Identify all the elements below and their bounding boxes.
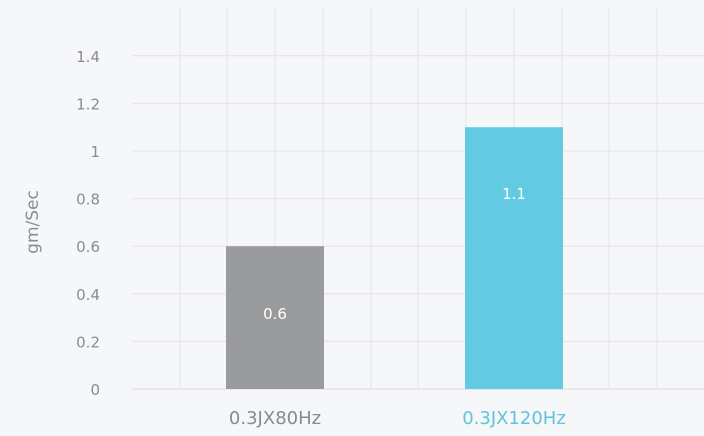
y-axis-label: gm/Sec: [23, 190, 43, 254]
y-tick-label: 0.2: [76, 333, 100, 351]
bar-data-label: 0.6: [263, 305, 287, 323]
x-tick-label: 0.3JX80Hz: [229, 408, 321, 429]
y-tick-label: 0: [90, 381, 100, 399]
x-axis-ticks: 0.3JX80Hz 0.3JX120Hz: [229, 408, 566, 429]
bar: [226, 246, 324, 389]
bars: 0.6 1.1: [226, 127, 563, 389]
grid-lines: [132, 8, 704, 390]
y-tick-label: 1.4: [76, 48, 100, 66]
bar-data-label: 1.1: [502, 185, 526, 203]
y-tick-label: 0.8: [76, 191, 100, 209]
bar: [465, 127, 563, 389]
x-tick-label: 0.3JX120Hz: [462, 408, 566, 429]
y-axis-ticks: 0 0.2 0.4 0.6 0.8 1 1.2 1.4: [76, 48, 100, 399]
y-tick-label: 0.6: [76, 238, 100, 256]
y-tick-label: 0.4: [76, 286, 100, 304]
y-tick-label: 1.2: [76, 95, 100, 113]
y-tick-label: 1: [90, 143, 100, 161]
